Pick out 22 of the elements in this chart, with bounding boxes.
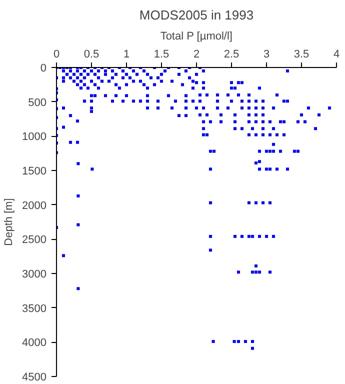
x-tick-label: 0.5 (84, 48, 100, 60)
y-tick-label: 0 (40, 62, 47, 74)
x-tick-label: 2.5 (224, 48, 240, 60)
x-tick-label: 3 (263, 48, 270, 60)
y-tick-label: 4500 (22, 372, 47, 384)
x-tick-label: 4 (333, 48, 340, 60)
y-tick-label: 4000 (22, 337, 47, 350)
y-tick-label: 500 (28, 96, 47, 109)
chart-title: MODS2005 in 1993 (139, 8, 254, 22)
x-tick-label: 2 (193, 48, 200, 60)
x-tick-label: 3.5 (294, 48, 310, 60)
y-tick-label: 1000 (22, 131, 47, 144)
x-tick-label: 1 (123, 48, 130, 60)
y-tick-label: 1500 (22, 166, 47, 178)
x-tick-label: 0 (53, 48, 60, 60)
x-tick-label: 1.5 (154, 48, 170, 60)
y-axis-title: Depth [m] (3, 198, 16, 246)
y-tick-label: 3500 (22, 302, 47, 315)
y-tick-label: 2500 (22, 234, 47, 246)
y-tick-label: 3000 (22, 268, 47, 280)
y-tick-label: 2000 (22, 200, 47, 212)
x-axis-title: Total P [µmol/l] (160, 30, 232, 42)
